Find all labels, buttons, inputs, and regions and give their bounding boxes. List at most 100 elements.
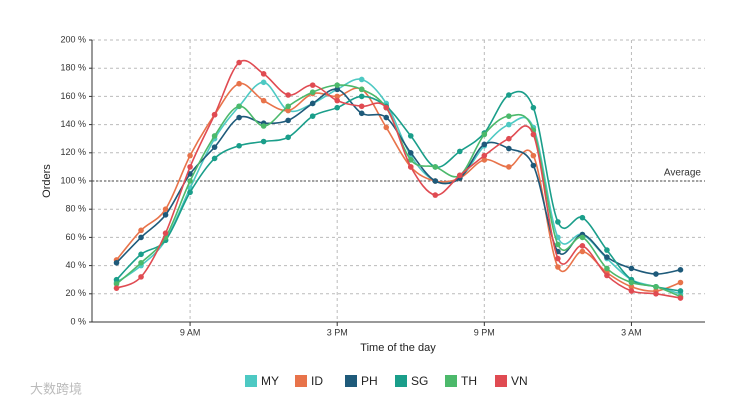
data-point — [506, 113, 512, 119]
data-point — [457, 172, 463, 179]
data-point — [260, 79, 267, 86]
series-line — [115, 84, 681, 298]
y-tick-label: 120 % — [60, 147, 86, 157]
data-point — [285, 117, 291, 124]
data-point — [604, 265, 610, 272]
data-point — [604, 247, 610, 253]
legend-swatch — [495, 375, 507, 387]
data-point — [432, 192, 439, 198]
data-point — [187, 164, 193, 170]
y-axis-title: Orders — [41, 164, 53, 198]
data-point — [677, 295, 684, 301]
data-point — [653, 291, 659, 297]
legend-label: MY — [261, 374, 279, 388]
y-tick-label: 140 % — [60, 119, 86, 129]
x-tick-label: 3 PM — [327, 327, 348, 337]
legend-swatch — [295, 375, 307, 387]
legend-label: VN — [511, 374, 528, 388]
data-point — [162, 230, 169, 236]
data-point — [383, 104, 390, 111]
data-point — [653, 283, 659, 290]
data-point — [309, 100, 316, 107]
data-point — [677, 267, 684, 273]
data-point — [334, 93, 341, 100]
data-point — [555, 255, 561, 262]
data-point — [138, 227, 144, 234]
data-point — [334, 104, 341, 111]
data-point — [138, 251, 144, 258]
data-point — [309, 82, 316, 88]
data-point — [506, 164, 512, 170]
data-point — [604, 254, 610, 260]
data-point — [481, 152, 488, 159]
y-tick-label: 180 % — [60, 63, 86, 73]
data-point — [309, 113, 316, 119]
y-tick-label: 160 % — [60, 91, 86, 101]
data-point — [334, 97, 341, 104]
data-point — [113, 276, 120, 283]
data-point — [407, 164, 414, 170]
data-point — [187, 189, 193, 196]
data-point — [432, 164, 439, 170]
data-point — [138, 234, 144, 241]
data-point — [604, 272, 610, 279]
reference-label: Average — [664, 168, 702, 179]
data-point — [236, 114, 242, 121]
data-point — [677, 279, 684, 286]
data-point — [555, 219, 561, 225]
series-line — [115, 88, 681, 275]
data-point — [506, 92, 512, 98]
y-tick-label: 40 % — [65, 260, 86, 270]
data-point — [285, 103, 291, 110]
y-tick-label: 0 % — [70, 316, 86, 326]
data-point — [432, 178, 439, 184]
data-point — [334, 86, 341, 93]
data-point — [260, 97, 267, 104]
data-point — [236, 59, 242, 66]
data-point — [285, 134, 291, 141]
data-point — [555, 241, 561, 248]
y-tick-label: 200 % — [60, 34, 86, 44]
legend-swatch — [345, 375, 357, 387]
data-point — [653, 271, 659, 277]
x-tick-label: 3 AM — [621, 327, 642, 337]
data-point — [677, 288, 684, 294]
data-point — [530, 162, 537, 169]
data-point — [260, 138, 267, 145]
data-point — [236, 142, 242, 149]
data-point — [383, 114, 390, 121]
data-point — [236, 103, 242, 110]
data-point — [285, 107, 291, 114]
watermark: 大数跨境 — [30, 381, 82, 396]
y-tick-label: 80 % — [65, 204, 86, 214]
data-point — [481, 131, 488, 138]
data-point — [113, 285, 120, 291]
data-point — [579, 214, 586, 221]
data-point — [407, 133, 414, 139]
data-point — [211, 144, 218, 150]
data-point — [628, 288, 635, 294]
data-point — [530, 152, 537, 159]
legend-label: PH — [361, 374, 378, 388]
legend-label: ID — [311, 374, 323, 388]
data-point — [506, 135, 512, 142]
legend-swatch — [245, 375, 257, 387]
data-point — [358, 86, 365, 93]
data-point — [211, 155, 218, 162]
data-point — [187, 178, 193, 184]
data-point — [506, 145, 512, 152]
data-point — [579, 243, 586, 249]
data-point — [211, 111, 218, 118]
legend-label: SG — [411, 374, 428, 388]
data-point — [236, 80, 242, 87]
data-point — [628, 279, 635, 286]
legend-swatch — [395, 375, 407, 387]
data-point — [579, 248, 586, 255]
data-point — [260, 71, 267, 77]
data-point — [162, 206, 169, 212]
data-point — [138, 274, 144, 280]
y-tick-label: 60 % — [65, 232, 86, 242]
data-point — [138, 259, 144, 266]
data-point — [407, 150, 414, 156]
